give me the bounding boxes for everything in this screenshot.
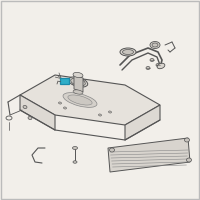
Ellipse shape [68, 77, 88, 87]
Ellipse shape [186, 158, 192, 162]
Ellipse shape [157, 63, 165, 69]
FancyBboxPatch shape [60, 78, 69, 84]
Ellipse shape [71, 78, 85, 86]
Ellipse shape [68, 95, 92, 105]
Ellipse shape [73, 90, 83, 94]
Ellipse shape [73, 161, 77, 163]
Ellipse shape [110, 148, 114, 152]
Ellipse shape [156, 64, 160, 66]
Ellipse shape [64, 107, 66, 109]
Ellipse shape [73, 72, 83, 78]
Ellipse shape [72, 146, 78, 150]
Ellipse shape [122, 49, 134, 54]
Ellipse shape [146, 66, 150, 70]
Ellipse shape [28, 116, 32, 120]
Ellipse shape [120, 48, 136, 56]
Ellipse shape [150, 58, 154, 62]
Ellipse shape [150, 42, 160, 48]
Ellipse shape [23, 105, 27, 109]
Ellipse shape [184, 138, 190, 142]
Ellipse shape [99, 114, 101, 116]
Polygon shape [74, 75, 83, 92]
Polygon shape [20, 95, 55, 130]
Ellipse shape [152, 43, 158, 47]
Polygon shape [108, 138, 190, 172]
Ellipse shape [109, 111, 111, 113]
Ellipse shape [63, 93, 97, 107]
Polygon shape [20, 75, 160, 125]
Polygon shape [125, 105, 160, 140]
Ellipse shape [59, 102, 61, 104]
